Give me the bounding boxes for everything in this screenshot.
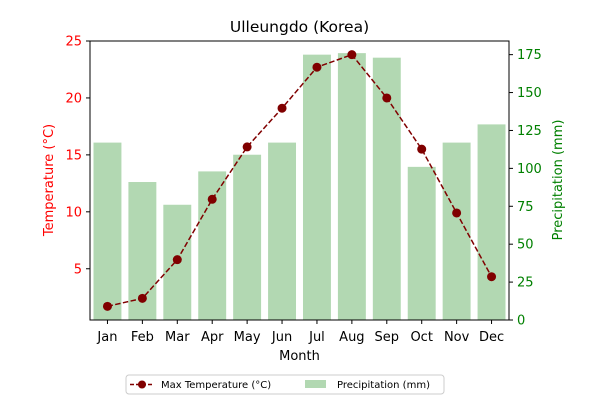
right-y-tick-label: 0 (517, 314, 525, 329)
temperature-point (137, 293, 147, 303)
temperature-point (172, 255, 182, 265)
right-y-tick-label: 125 (517, 124, 542, 139)
x-tick-label: Feb (131, 330, 154, 345)
legend-label-precipitation: Precipitation (mm) (337, 380, 430, 391)
x-tick-label: Jun (271, 330, 292, 345)
chart-title: Ulleungdo (Korea) (230, 18, 369, 36)
right-y-tick-label: 75 (517, 200, 534, 215)
right-y-tick-label: 100 (517, 162, 542, 177)
left-y-tick-label: 25 (65, 35, 82, 50)
left-y-axis: 5 10 15 20 25 (65, 35, 90, 277)
temperature-point (242, 142, 252, 152)
legend-line-marker (138, 380, 146, 389)
right-y-axis-title: Precipitation (mm) (551, 120, 566, 241)
precipitation-bar (233, 154, 262, 320)
temperature-point (207, 194, 217, 204)
right-y-tick-label: 25 (517, 276, 534, 291)
legend-frame (125, 374, 445, 395)
precipitation-bar (477, 124, 506, 321)
right-y-tick-label: 175 (517, 48, 542, 63)
temperature-point (417, 144, 427, 154)
legend-label-temperature: Max Temperature (°C) (161, 380, 271, 391)
right-y-tick-label: 50 (517, 238, 534, 253)
left-y-tick-label: 20 (65, 91, 82, 106)
left-y-tick-label: 15 (65, 148, 82, 163)
left-y-tick-label: 10 (65, 205, 82, 220)
left-y-axis-title: Temperature (°C) (42, 124, 57, 237)
x-tick-label: May (234, 330, 261, 345)
precipitation-bar (198, 171, 227, 320)
temperature-point (277, 103, 287, 113)
x-tick-label: Jan (96, 330, 117, 345)
temperature-point (487, 272, 497, 282)
x-axis: Jan Feb Mar Apr May Jun Jul Aug Sep Oct Nov Dec (96, 320, 504, 345)
temperature-point (382, 93, 392, 103)
right-y-tick-label: 150 (517, 86, 542, 101)
x-tick-label: Nov (444, 330, 470, 345)
temperature-series-line (107, 53, 493, 308)
x-tick-label: Mar (165, 330, 190, 345)
temperature-point (102, 301, 112, 311)
temperature-point (452, 208, 462, 218)
temperature-point (347, 50, 357, 60)
precipitation-bar (268, 142, 297, 320)
precipitation-bar (337, 53, 366, 321)
legend-bar-swatch (305, 380, 326, 388)
left-y-tick-label: 5 (74, 262, 82, 277)
legend: Max Temperature (°C) Precipitation (mm) (125, 374, 445, 395)
x-axis-title: Month (279, 349, 320, 364)
temperature-point (312, 62, 322, 72)
precipitation-bar (442, 142, 471, 320)
precipitation-bar (93, 142, 122, 320)
precipitation-bar (302, 54, 331, 321)
x-tick-label: Sep (375, 330, 400, 345)
x-tick-label: Oct (410, 330, 432, 345)
right-y-axis: 0 25 50 75 100 125 150 175 (509, 48, 542, 329)
temperature-line (102, 50, 497, 311)
precipitation-bar (407, 166, 436, 320)
x-tick-label: Aug (339, 330, 364, 345)
plot-frame (89, 40, 510, 321)
precipitation-bars (93, 53, 506, 321)
x-tick-label: Dec (479, 330, 504, 345)
x-tick-label: Apr (201, 330, 224, 345)
x-tick-label: Jul (308, 330, 325, 345)
